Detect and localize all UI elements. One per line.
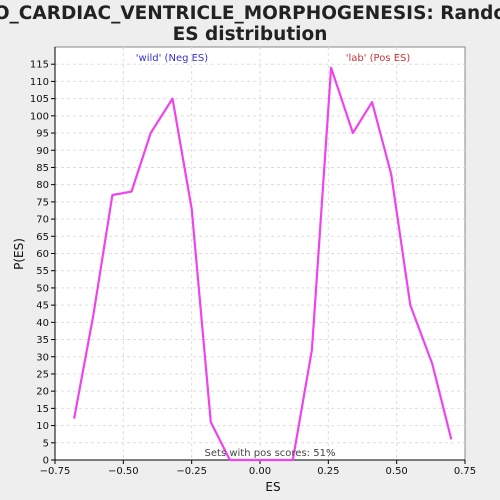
x-tick-label: 0.25	[317, 466, 339, 477]
x-tick-label: 0.50	[386, 466, 408, 477]
y-tick-label: 20	[36, 387, 49, 398]
y-tick-label: 85	[36, 163, 49, 174]
series-line	[73, 66, 453, 462]
x-tick-label: 0.75	[454, 466, 476, 477]
y-tick-label: 110	[30, 77, 49, 88]
y-tick-label: 25	[36, 369, 49, 380]
y-tick-label: 115	[30, 60, 49, 71]
axes: 0 5 10 15 20 25 30 35 40 45 50 55 60 65 70 75 80 85 90 95 10…	[30, 47, 476, 477]
y-tick-label: 80	[36, 180, 49, 191]
pos-scores-footer: Sets with pos scores: 51%	[205, 448, 336, 459]
y-tick-label: 15	[36, 404, 49, 415]
y-tick-label: 10	[36, 421, 49, 432]
y-tick-label: 70	[36, 215, 49, 226]
y-tick-label: 105	[30, 94, 49, 105]
y-axis-label: P(ES)	[12, 238, 26, 270]
x-tick-label: 0.00	[249, 466, 271, 477]
y-tick-label: 55	[36, 266, 49, 277]
chart-title-line-2: ES distribution	[173, 24, 328, 45]
y-tick-label: 30	[36, 352, 49, 363]
y-tick-label: 50	[36, 283, 49, 294]
y-tick-label: 95	[36, 129, 49, 140]
neg-es-label: 'wild' (Neg ES)	[136, 53, 208, 64]
y-tick-label: 65	[36, 232, 49, 243]
y-tick-label: 35	[36, 335, 49, 346]
chart-title-line-1: GO_CARDIAC_VENTRICLE_MORPHOGENESIS: Rand…	[0, 3, 500, 24]
y-tick-label: 90	[36, 146, 49, 157]
y-tick-label: 60	[36, 249, 49, 260]
y-tick-label: 75	[36, 197, 49, 208]
x-tick-label: −0.75	[40, 466, 71, 477]
y-tick-label: 0	[43, 456, 49, 467]
y-tick-label: 45	[36, 301, 49, 312]
y-tick-label: 100	[30, 111, 49, 122]
x-tick-label: −0.50	[108, 466, 139, 477]
y-tick-label: 40	[36, 318, 49, 329]
x-tick-label: −0.25	[176, 466, 207, 477]
x-axis-label: ES	[265, 480, 280, 494]
pos-es-label: 'lab' (Pos ES)	[346, 53, 411, 64]
y-tick-label: 5	[43, 438, 49, 449]
series-layer	[73, 66, 453, 462]
